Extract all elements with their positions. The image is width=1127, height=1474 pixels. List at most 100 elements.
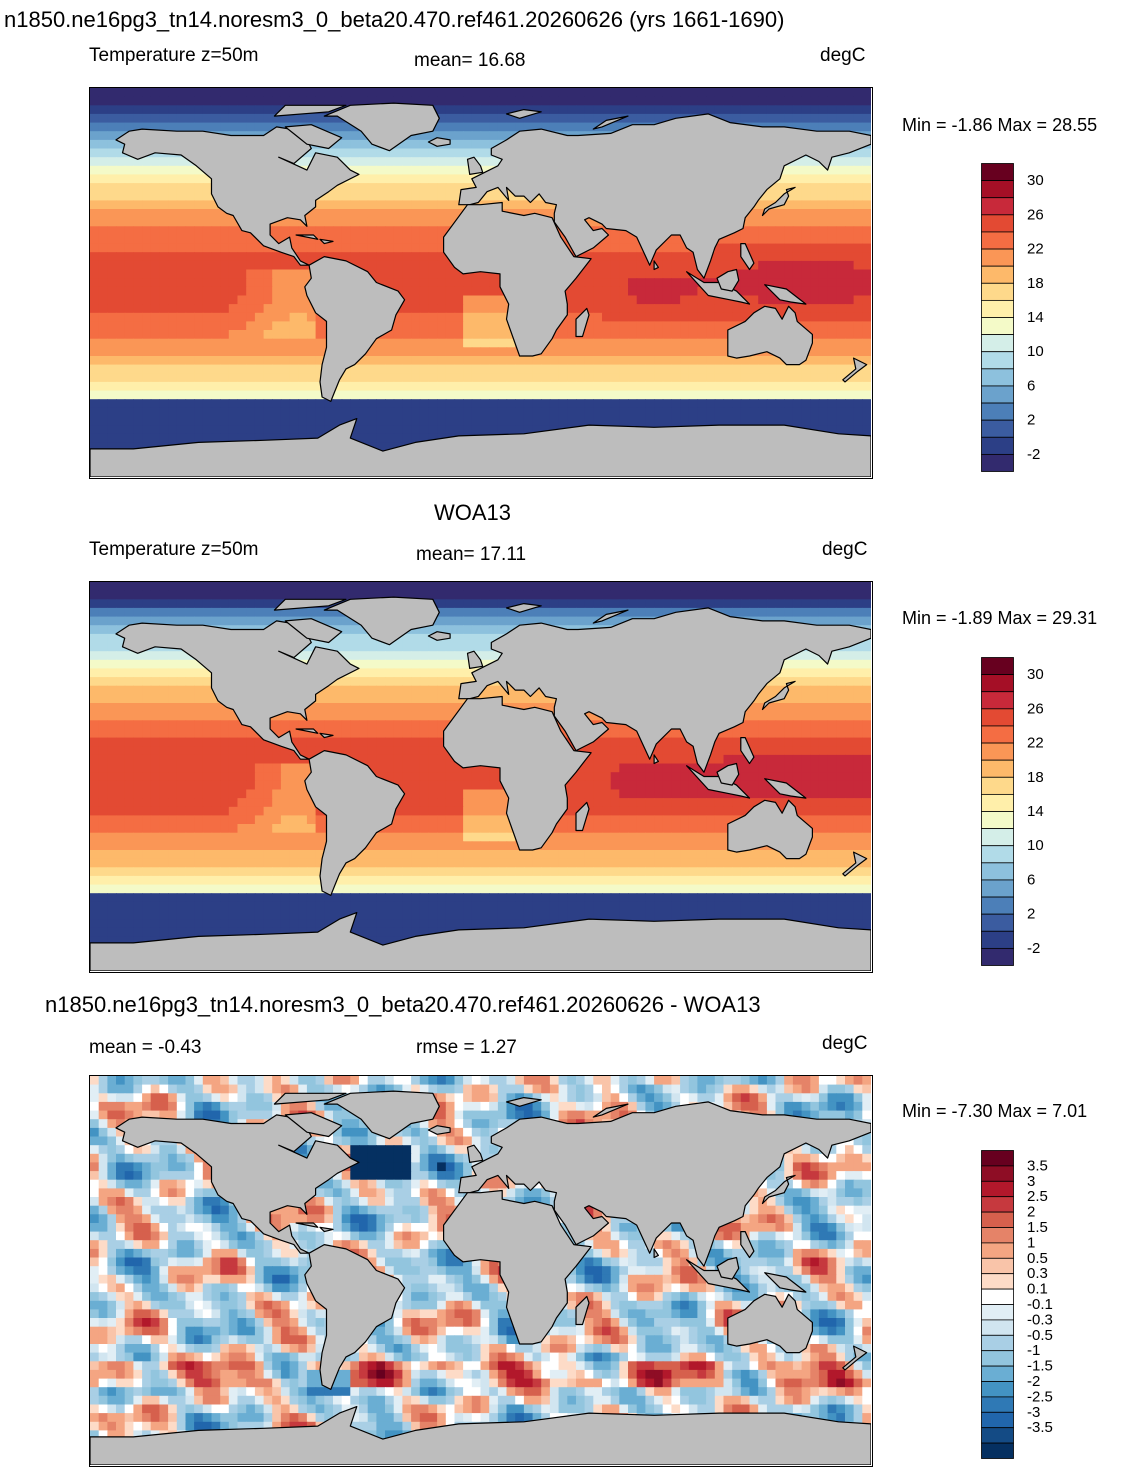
field-cell [714,260,725,271]
field-cell [784,607,794,618]
field-cell [419,174,430,184]
field-cell [168,269,178,279]
field-cell [697,330,707,340]
field-cell [654,356,664,366]
field-cell [124,330,134,340]
field-cell [810,286,820,296]
field-cell [272,390,282,400]
field-cell [333,148,343,158]
field-cell [602,278,612,288]
field-cell [489,122,499,132]
field-cell [758,582,768,592]
field-cell [159,373,169,383]
field-cell [98,607,108,618]
field-cell [463,642,473,652]
field-cell [341,200,351,210]
field-cell [428,174,438,184]
field-cell [688,416,699,426]
field-cell [98,330,108,340]
field-cell [116,651,126,661]
field-cell [419,278,430,288]
field-cell [142,191,152,201]
field-cell [367,226,377,236]
field-cell [810,295,820,305]
field-cell [150,321,160,331]
field-cell [367,260,377,271]
field-cell [98,442,108,452]
field-cell [489,131,499,141]
field-cell [836,183,846,193]
field-cell [176,174,187,184]
field-cell [142,338,152,348]
field-cell [298,88,308,98]
field-cell [159,278,169,288]
field-cell [541,407,551,417]
field-cell [376,209,386,219]
field-cell [619,616,629,626]
field-cell [437,390,447,400]
field-cell [489,356,499,366]
field-cell [515,373,525,383]
field-cell [116,96,126,106]
field-cell [246,312,256,322]
field-cell [211,338,221,348]
field-cell [428,659,438,669]
field-cell [471,338,482,348]
field-cell [593,278,603,288]
field-cell [385,96,395,106]
field-cell [185,88,195,98]
field-cell [749,105,759,115]
field-cell [298,356,308,366]
field-cell [680,416,690,426]
field-cell [714,295,725,305]
field-cell [437,174,447,184]
field-cell [176,269,187,279]
field-cell [723,399,733,409]
field-cell [697,373,707,383]
field-cell [749,407,759,417]
field-cell [706,407,716,417]
field-cell [315,607,325,618]
field-cell [801,260,811,271]
field-cell [159,416,169,426]
field-cell [454,407,464,417]
panel1-map-svg [90,88,871,477]
field-cell [480,390,490,400]
field-cell [541,590,551,600]
field-cell [411,260,421,271]
field-cell [836,381,846,392]
field-cell [124,416,134,426]
field-cell [367,191,377,201]
field-cell [810,113,820,124]
field-cell [662,381,672,392]
field-cell [176,295,187,305]
field-cell [220,312,230,322]
field-cell [801,243,811,253]
field-cell [133,286,143,296]
field-cell [636,599,646,609]
field-cell [549,590,560,600]
field-cell [211,122,221,132]
field-cell [636,338,646,348]
field-cell [810,235,820,245]
field-cell [393,381,403,392]
field-cell [784,416,794,426]
field-cell [827,88,837,98]
field-cell [784,88,794,98]
field-cell [784,407,794,417]
field-cell [185,433,195,443]
field-cell [827,390,837,400]
field-cell [185,260,195,271]
field-cell [159,183,169,193]
field-cell [411,582,421,592]
field-cell [845,286,855,296]
field-cell [419,139,430,150]
field-cell [254,295,265,305]
field-cell [228,330,239,340]
field-cell [272,312,282,322]
field-cell [732,416,742,426]
field-cell [98,165,108,175]
field-cell [671,416,681,426]
field-cell [90,96,100,106]
field-cell [411,139,421,150]
